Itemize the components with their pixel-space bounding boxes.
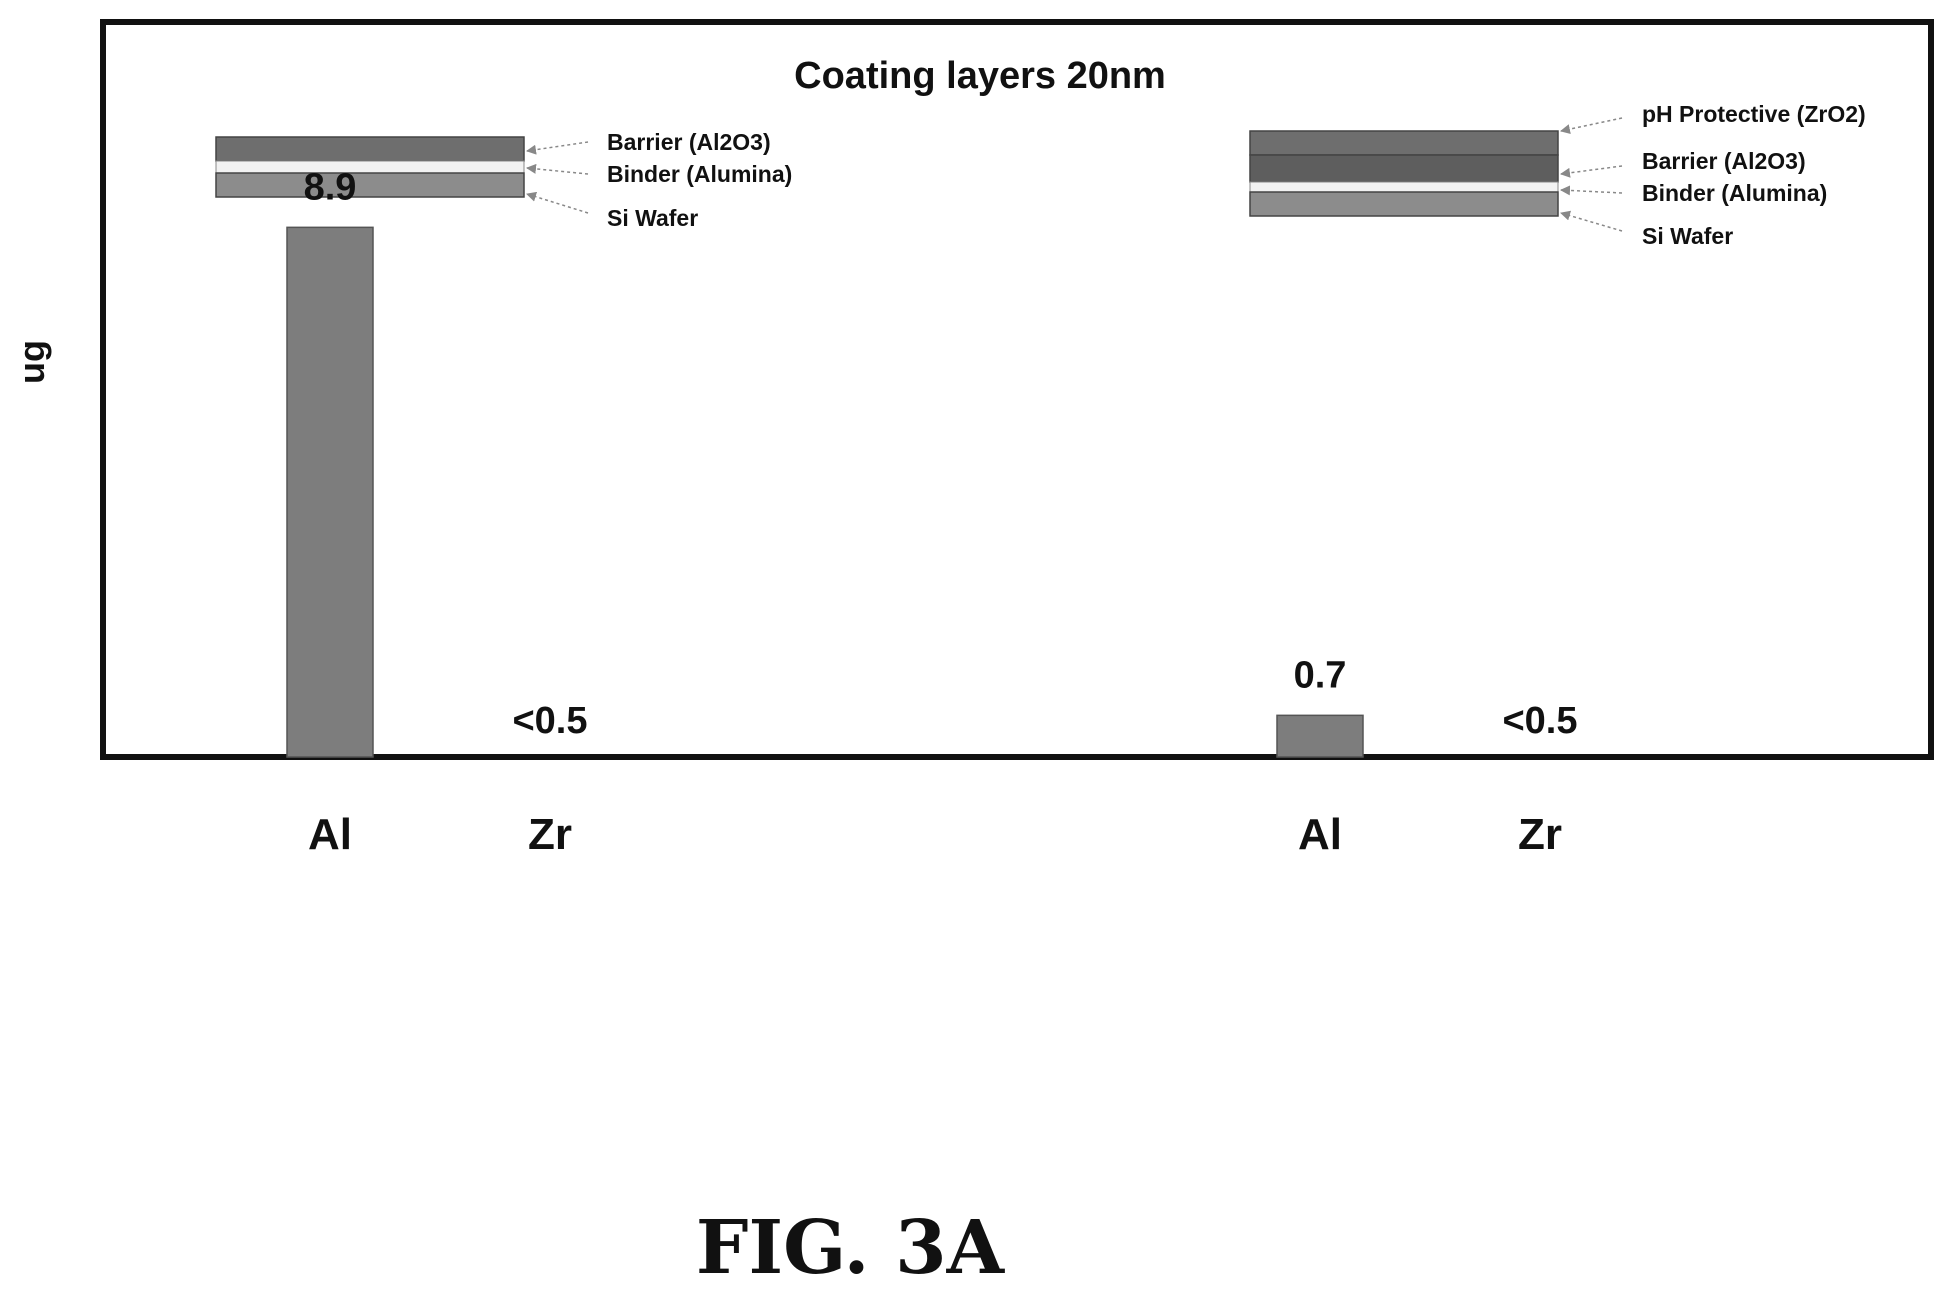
value-label-zr-group-2: <0.5 bbox=[1502, 700, 1577, 742]
y-axis-label: ug bbox=[11, 340, 52, 384]
figure-caption: FIG. 3A bbox=[695, 1205, 1005, 1291]
arrow-ph-protective-2 bbox=[1560, 117, 1623, 135]
layer-label-barrier-2: Barrier (Al2O3) bbox=[1642, 148, 1806, 174]
value-label-zr-group-1: <0.5 bbox=[512, 700, 587, 742]
layer-label-binder-1: Binder (Alumina) bbox=[607, 161, 792, 187]
bars-layer: 8.9 Al <0.5 Zr 0.7 Al <0.5 Zr bbox=[286, 166, 1578, 859]
layer-binder-1 bbox=[215, 160, 525, 174]
layer-si-wafer-1 bbox=[215, 172, 525, 198]
plot-frame bbox=[100, 19, 1934, 760]
bar-al-group-2 bbox=[1276, 714, 1364, 758]
bar-al-group-1 bbox=[286, 226, 374, 758]
category-label-zr-group-1: Zr bbox=[528, 810, 572, 859]
layer-si-wafer-2 bbox=[1249, 191, 1559, 217]
layer-binder-2 bbox=[1249, 181, 1559, 193]
arrow-si-wafer-1 bbox=[526, 191, 589, 214]
layer-label-si-wafer-1: Si Wafer bbox=[607, 205, 698, 231]
category-label-al-group-2: Al bbox=[1298, 810, 1342, 859]
arrow-binder-2 bbox=[1560, 185, 1623, 196]
layer-label-ph-protective-2: pH Protective (ZrO2) bbox=[1642, 101, 1866, 127]
layer-stack-group-2: pH Protective (ZrO2) Barrier (Al2O3) Bin… bbox=[1249, 101, 1866, 249]
category-label-al-group-1: Al bbox=[308, 810, 352, 859]
layer-label-si-wafer-2: Si Wafer bbox=[1642, 223, 1733, 249]
arrow-binder-1 bbox=[526, 163, 589, 175]
layer-label-barrier-1: Barrier (Al2O3) bbox=[607, 129, 771, 155]
layer-barrier-1 bbox=[215, 136, 525, 162]
chart-title: Coating layers 20nm bbox=[794, 55, 1166, 97]
arrow-barrier-1 bbox=[526, 141, 589, 155]
layer-ph-protective-2 bbox=[1249, 130, 1559, 156]
arrow-si-wafer-2 bbox=[1560, 210, 1623, 232]
value-label-al-group-1: 8.9 bbox=[304, 166, 357, 208]
arrow-barrier-2 bbox=[1560, 165, 1623, 178]
layer-stack-group-1: Barrier (Al2O3) Binder (Alumina) Si Wafe… bbox=[215, 129, 792, 231]
layer-barrier-2 bbox=[1249, 154, 1559, 183]
layer-label-binder-2: Binder (Alumina) bbox=[1642, 180, 1827, 206]
category-label-zr-group-2: Zr bbox=[1518, 810, 1562, 859]
value-label-al-group-2: 0.7 bbox=[1294, 654, 1347, 696]
